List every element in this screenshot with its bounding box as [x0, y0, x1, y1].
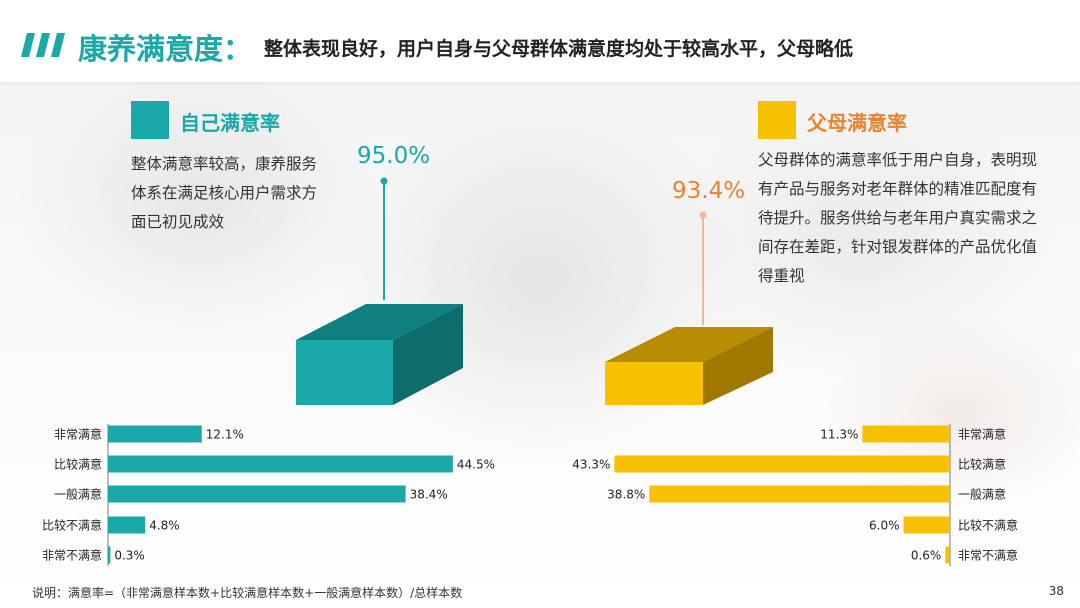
self-box-top — [296, 304, 463, 340]
self-category-label: 比较满意 — [54, 457, 102, 472]
self-box-front — [296, 340, 393, 405]
self-bar-chart: 非常满意 12.1% 比较满意 44.5% 一般满意 38.4% 比较不满意 4.8% 非常不满… — [42, 424, 495, 566]
parent-bar — [945, 546, 950, 564]
self-description: 整体满意率较高，康养服务 体系在满足核心用户需求方 面已初见成效 — [131, 155, 318, 231]
self-bar — [108, 485, 406, 503]
parent-box-side — [703, 327, 773, 405]
self-category-label: 一般满意 — [54, 487, 102, 502]
footnote: 说明：满意率=（非常满意样本数+比较满意样本数+一般满意样本数）/总样本数 — [32, 586, 463, 600]
self-category-label: 非常不满意 — [42, 548, 102, 563]
parent-legend-swatch — [758, 101, 796, 139]
self-box-side — [393, 304, 463, 405]
parent-summary-box — [605, 211, 773, 405]
self-category-label: 比较不满意 — [42, 518, 102, 533]
parent-value-label: 43.3% — [572, 458, 610, 472]
self-bar — [108, 516, 146, 534]
parent-value-label: 38.8% — [607, 488, 645, 502]
self-overall-pct: 95.0% — [357, 143, 431, 169]
self-bar — [108, 455, 453, 473]
parent-category-label: 非常满意 — [958, 427, 1006, 442]
page-header: 康养满意度： 整体表现良好，用户自身与父母群体满意度均处于较高水平，父母略低 — [0, 0, 1080, 82]
self-value-label: 44.5% — [457, 458, 495, 472]
parent-value-label: 11.3% — [820, 428, 858, 442]
self-summary-box — [296, 177, 463, 405]
parent-value-label: 6.0% — [869, 519, 900, 533]
parent-overall-pct: 93.4% — [672, 178, 746, 204]
parent-bar — [649, 485, 950, 503]
page-number: 38 — [1048, 584, 1064, 598]
parent-bar — [614, 455, 950, 473]
parent-value-label: 0.6% — [911, 549, 942, 563]
self-value-label: 4.8% — [149, 519, 180, 533]
self-category-label: 非常满意 — [54, 427, 102, 442]
parent-category-label: 一般满意 — [958, 487, 1006, 502]
parent-pct-dot — [699, 211, 707, 219]
parent-bar-chart: 非常满意 11.3% 比较满意 43.3% 一般满意 38.8% 比较不满意 6.0% 非常不满… — [572, 424, 1018, 566]
parent-bar — [862, 425, 950, 443]
page-subtitle: 整体表现良好，用户自身与父母群体满意度均处于较高水平，父母略低 — [264, 38, 854, 60]
parent-box-front — [605, 362, 703, 405]
parent-description: 父母群体的满意率低于用户自身，表明现 有产品与服务对老年群体的精准匹配度有 待提… — [758, 151, 1038, 285]
self-legend-swatch — [131, 101, 169, 139]
self-bar — [108, 425, 202, 443]
parent-legend-label: 父母满意率 — [807, 111, 907, 135]
background-photo — [0, 82, 1080, 608]
parent-bar — [903, 516, 950, 534]
parent-category-label: 非常不满意 — [958, 548, 1018, 563]
self-bar — [108, 546, 111, 564]
parent-category-label: 比较不满意 — [958, 518, 1018, 533]
self-legend-label: 自己满意率 — [180, 111, 280, 135]
self-value-label: 12.1% — [206, 428, 244, 442]
parent-box-top — [605, 327, 773, 362]
parent-category-label: 比较满意 — [958, 457, 1006, 472]
self-value-label: 0.3% — [114, 549, 145, 563]
self-pct-dot — [380, 177, 388, 185]
self-value-label: 38.4% — [410, 488, 448, 502]
page-title: 康养满意度： — [78, 32, 253, 66]
